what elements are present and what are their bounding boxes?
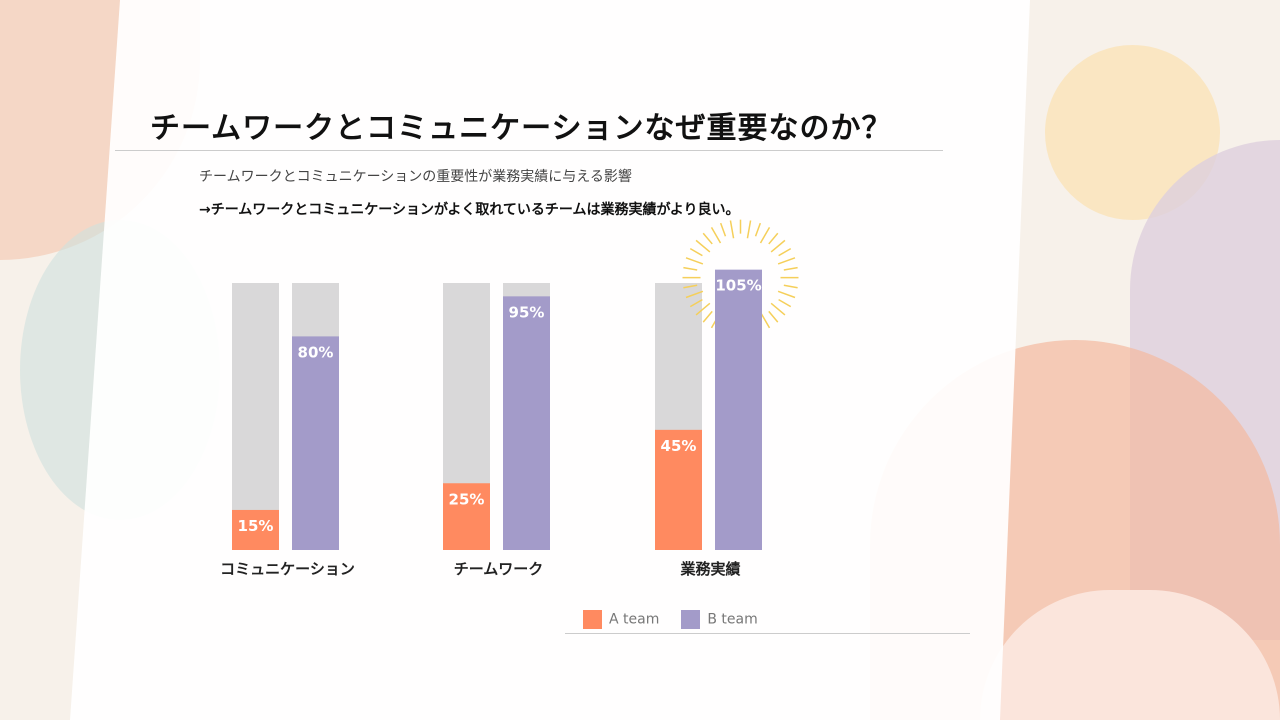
legend-swatch-b: [681, 610, 701, 629]
bar-background: [232, 283, 279, 550]
highlight-ray: [685, 290, 704, 299]
highlight-ray: [689, 299, 703, 308]
legend-label-b: B team: [707, 611, 758, 628]
highlight-ray: [689, 248, 703, 257]
highlight-ray: [683, 266, 698, 271]
legend-swatch-a: [583, 610, 602, 629]
bar-b: [503, 296, 550, 550]
highlight-ray: [777, 257, 796, 265]
legend-divider: [565, 633, 970, 634]
highlight-ray: [719, 222, 727, 237]
legend-item-a: A team: [583, 610, 659, 629]
highlight-ray: [695, 302, 711, 316]
data-label: 105%: [715, 277, 761, 295]
data-label: 15%: [238, 517, 274, 535]
highlight-ray: [695, 239, 711, 253]
legend-item-b: B team: [681, 610, 758, 629]
highlight-ray: [729, 220, 735, 239]
bar-a: [232, 509, 279, 550]
data-label: 80%: [298, 343, 334, 361]
highlight-ray: [783, 284, 798, 289]
highlight-ray: [768, 310, 779, 323]
chart-legend: A team B team: [583, 610, 758, 629]
highlight-ray: [778, 299, 792, 308]
highlight-ray: [754, 222, 762, 237]
highlight-ray: [770, 239, 786, 253]
data-label: 45%: [661, 437, 697, 455]
bar-b: [715, 269, 762, 550]
data-label: 25%: [449, 490, 485, 508]
highlight-ray: [783, 266, 798, 271]
highlight-ray: [759, 227, 771, 244]
title-divider: [115, 150, 943, 151]
data-label: 95%: [509, 303, 545, 321]
highlight-ray: [702, 232, 713, 245]
legend-label-a: A team: [609, 611, 660, 628]
slide-title: チームワークとコミュニケーションなぜ重要なのか？: [150, 111, 893, 146]
bar-a: [655, 429, 702, 550]
category-label: コミュニケーション: [220, 560, 355, 578]
highlight-ray: [777, 290, 796, 299]
highlight-ray: [770, 302, 786, 316]
highlight-ray: [702, 310, 713, 323]
highlight-ray: [685, 257, 704, 265]
highlight-ray: [778, 248, 792, 257]
highlight-ray: [710, 227, 722, 244]
bar-b: [292, 336, 339, 550]
highlight-ray: [768, 232, 779, 245]
highlight-ray: [746, 220, 752, 239]
category-label: 業務実績: [679, 560, 740, 578]
category-label: チームワーク: [454, 560, 544, 578]
highlight-ray: [683, 284, 698, 289]
slide-conclusion: →チームワークとコミュニケーションがよく取れているチームは業務実績がより良い。: [199, 202, 740, 218]
slide-subtitle: チームワークとコミュニケーションの重要性が業務実績に与える影響: [199, 169, 632, 185]
bar-a: [443, 483, 490, 550]
